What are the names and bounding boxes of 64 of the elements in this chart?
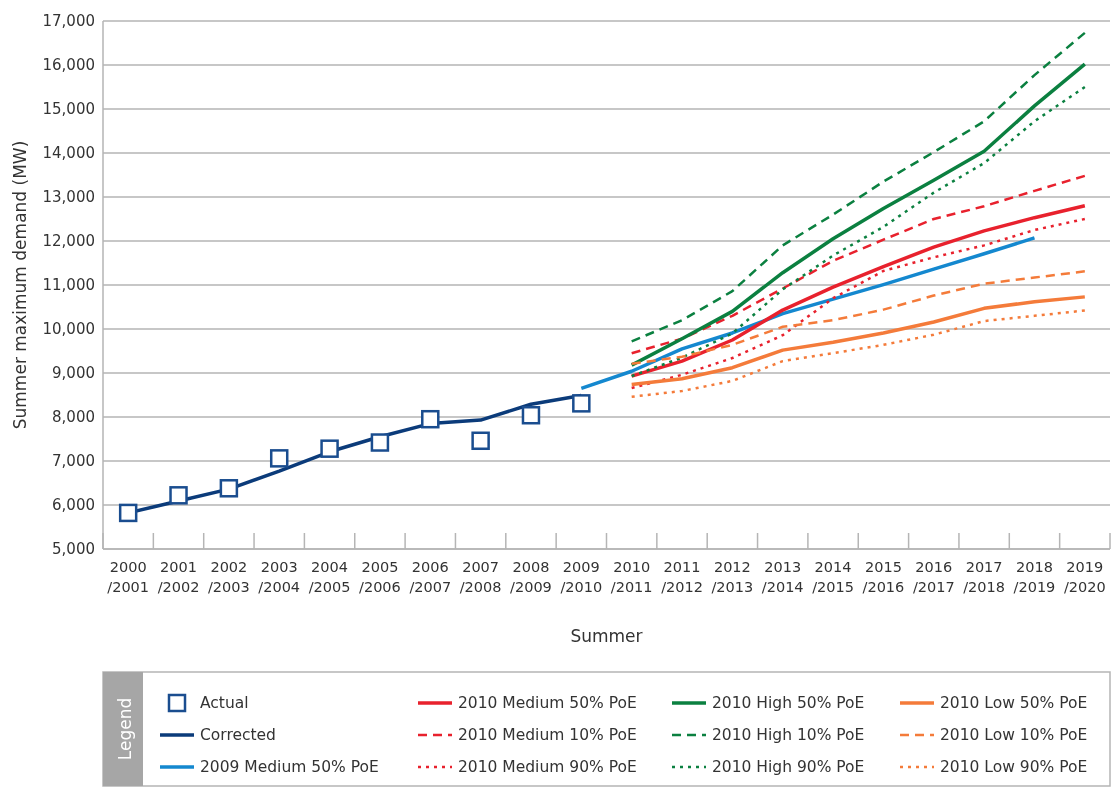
point [118, 503, 138, 523]
legend-label: Actual [200, 694, 249, 713]
legend-label: Corrected [200, 726, 276, 745]
x-tick-label: 2006 /2007 [409, 559, 452, 595]
y-tick-label: 9,000 [52, 364, 95, 383]
point [521, 405, 541, 425]
y-tick-label: 10,000 [42, 320, 95, 339]
y-tick-label: 14,000 [42, 144, 95, 163]
x-tick-label: 2009 /2010 [560, 559, 603, 595]
point [269, 449, 289, 468]
line-series [579, 236, 1037, 391]
x-tick-label: 2005 /2006 [359, 559, 401, 595]
line-series [630, 270, 1087, 366]
x-tick-label: 2015 /2016 [862, 559, 905, 595]
x-tick-label: 2004 /2005 [308, 559, 351, 595]
legend-title: Legend [115, 697, 135, 761]
point [471, 431, 490, 451]
x-tick-label: 2018 /2019 [1013, 559, 1056, 595]
legend-label: 2010 Low 10% PoE [940, 726, 1088, 745]
legend-label: 2010 High 50% PoE [712, 694, 865, 713]
x-tick-label: 2016 /2017 [912, 559, 955, 595]
line-series [630, 309, 1087, 399]
x-tick-label: 2013 /2014 [761, 559, 804, 595]
x-tick-label: 2008 /2009 [510, 559, 552, 595]
x-tick-label: 2019 /2020 [1063, 559, 1106, 595]
legend-label: 2010 Medium 90% PoE [458, 758, 637, 777]
y-tick-label: 6,000 [52, 496, 95, 515]
y-tick-label: 12,000 [42, 232, 95, 251]
point [320, 439, 339, 458]
x-tick-label: 2012 /2013 [711, 559, 754, 595]
line-series [630, 31, 1087, 343]
y-tick-label: 16,000 [42, 56, 95, 75]
y-tick-label: 5,000 [52, 540, 95, 559]
x-axis-title: Summer [570, 626, 643, 646]
legend-label: 2010 Low 90% PoE [940, 758, 1088, 777]
x-tick-label: 2014 /2015 [812, 559, 854, 595]
point [572, 394, 591, 413]
x-tick-label: 2010 /2011 [610, 559, 653, 595]
y-tick-label: 17,000 [42, 12, 95, 31]
line-series [629, 295, 1087, 387]
legend-label: 2010 Low 50% PoE [940, 694, 1088, 713]
x-tick-label: 2011 /2012 [661, 559, 703, 595]
line-series [630, 174, 1087, 355]
x-tick-label: 2017 /2018 [963, 559, 1006, 595]
y-tick-label: 15,000 [42, 100, 95, 119]
x-tick-label: 2000 /2001 [107, 559, 150, 595]
point [370, 433, 390, 452]
point [219, 479, 239, 498]
legend-label: 2009 Medium 50% PoE [200, 758, 379, 777]
x-tick-label: 2003 /2004 [258, 559, 301, 595]
legend-label: 2010 Medium 50% PoE [458, 694, 637, 713]
y-tick-label: 7,000 [52, 452, 95, 471]
x-tick-label: 2002 /2003 [207, 559, 250, 595]
x-tick-label: 2001 /2002 [157, 559, 200, 595]
y-tick-label: 13,000 [42, 188, 95, 207]
y-tick-label: 11,000 [42, 276, 95, 295]
point [421, 409, 440, 429]
legend-label: 2010 High 90% PoE [712, 758, 865, 777]
legend-label: 2010 Medium 10% PoE [458, 726, 637, 745]
y-tick-label: 8,000 [52, 408, 95, 427]
legend-label: 2010 High 10% PoE [712, 726, 865, 745]
point [169, 486, 188, 505]
y-axis-title: Summer maximum demand (MW) [10, 140, 30, 430]
x-tick-label: 2007 /2008 [459, 559, 502, 595]
